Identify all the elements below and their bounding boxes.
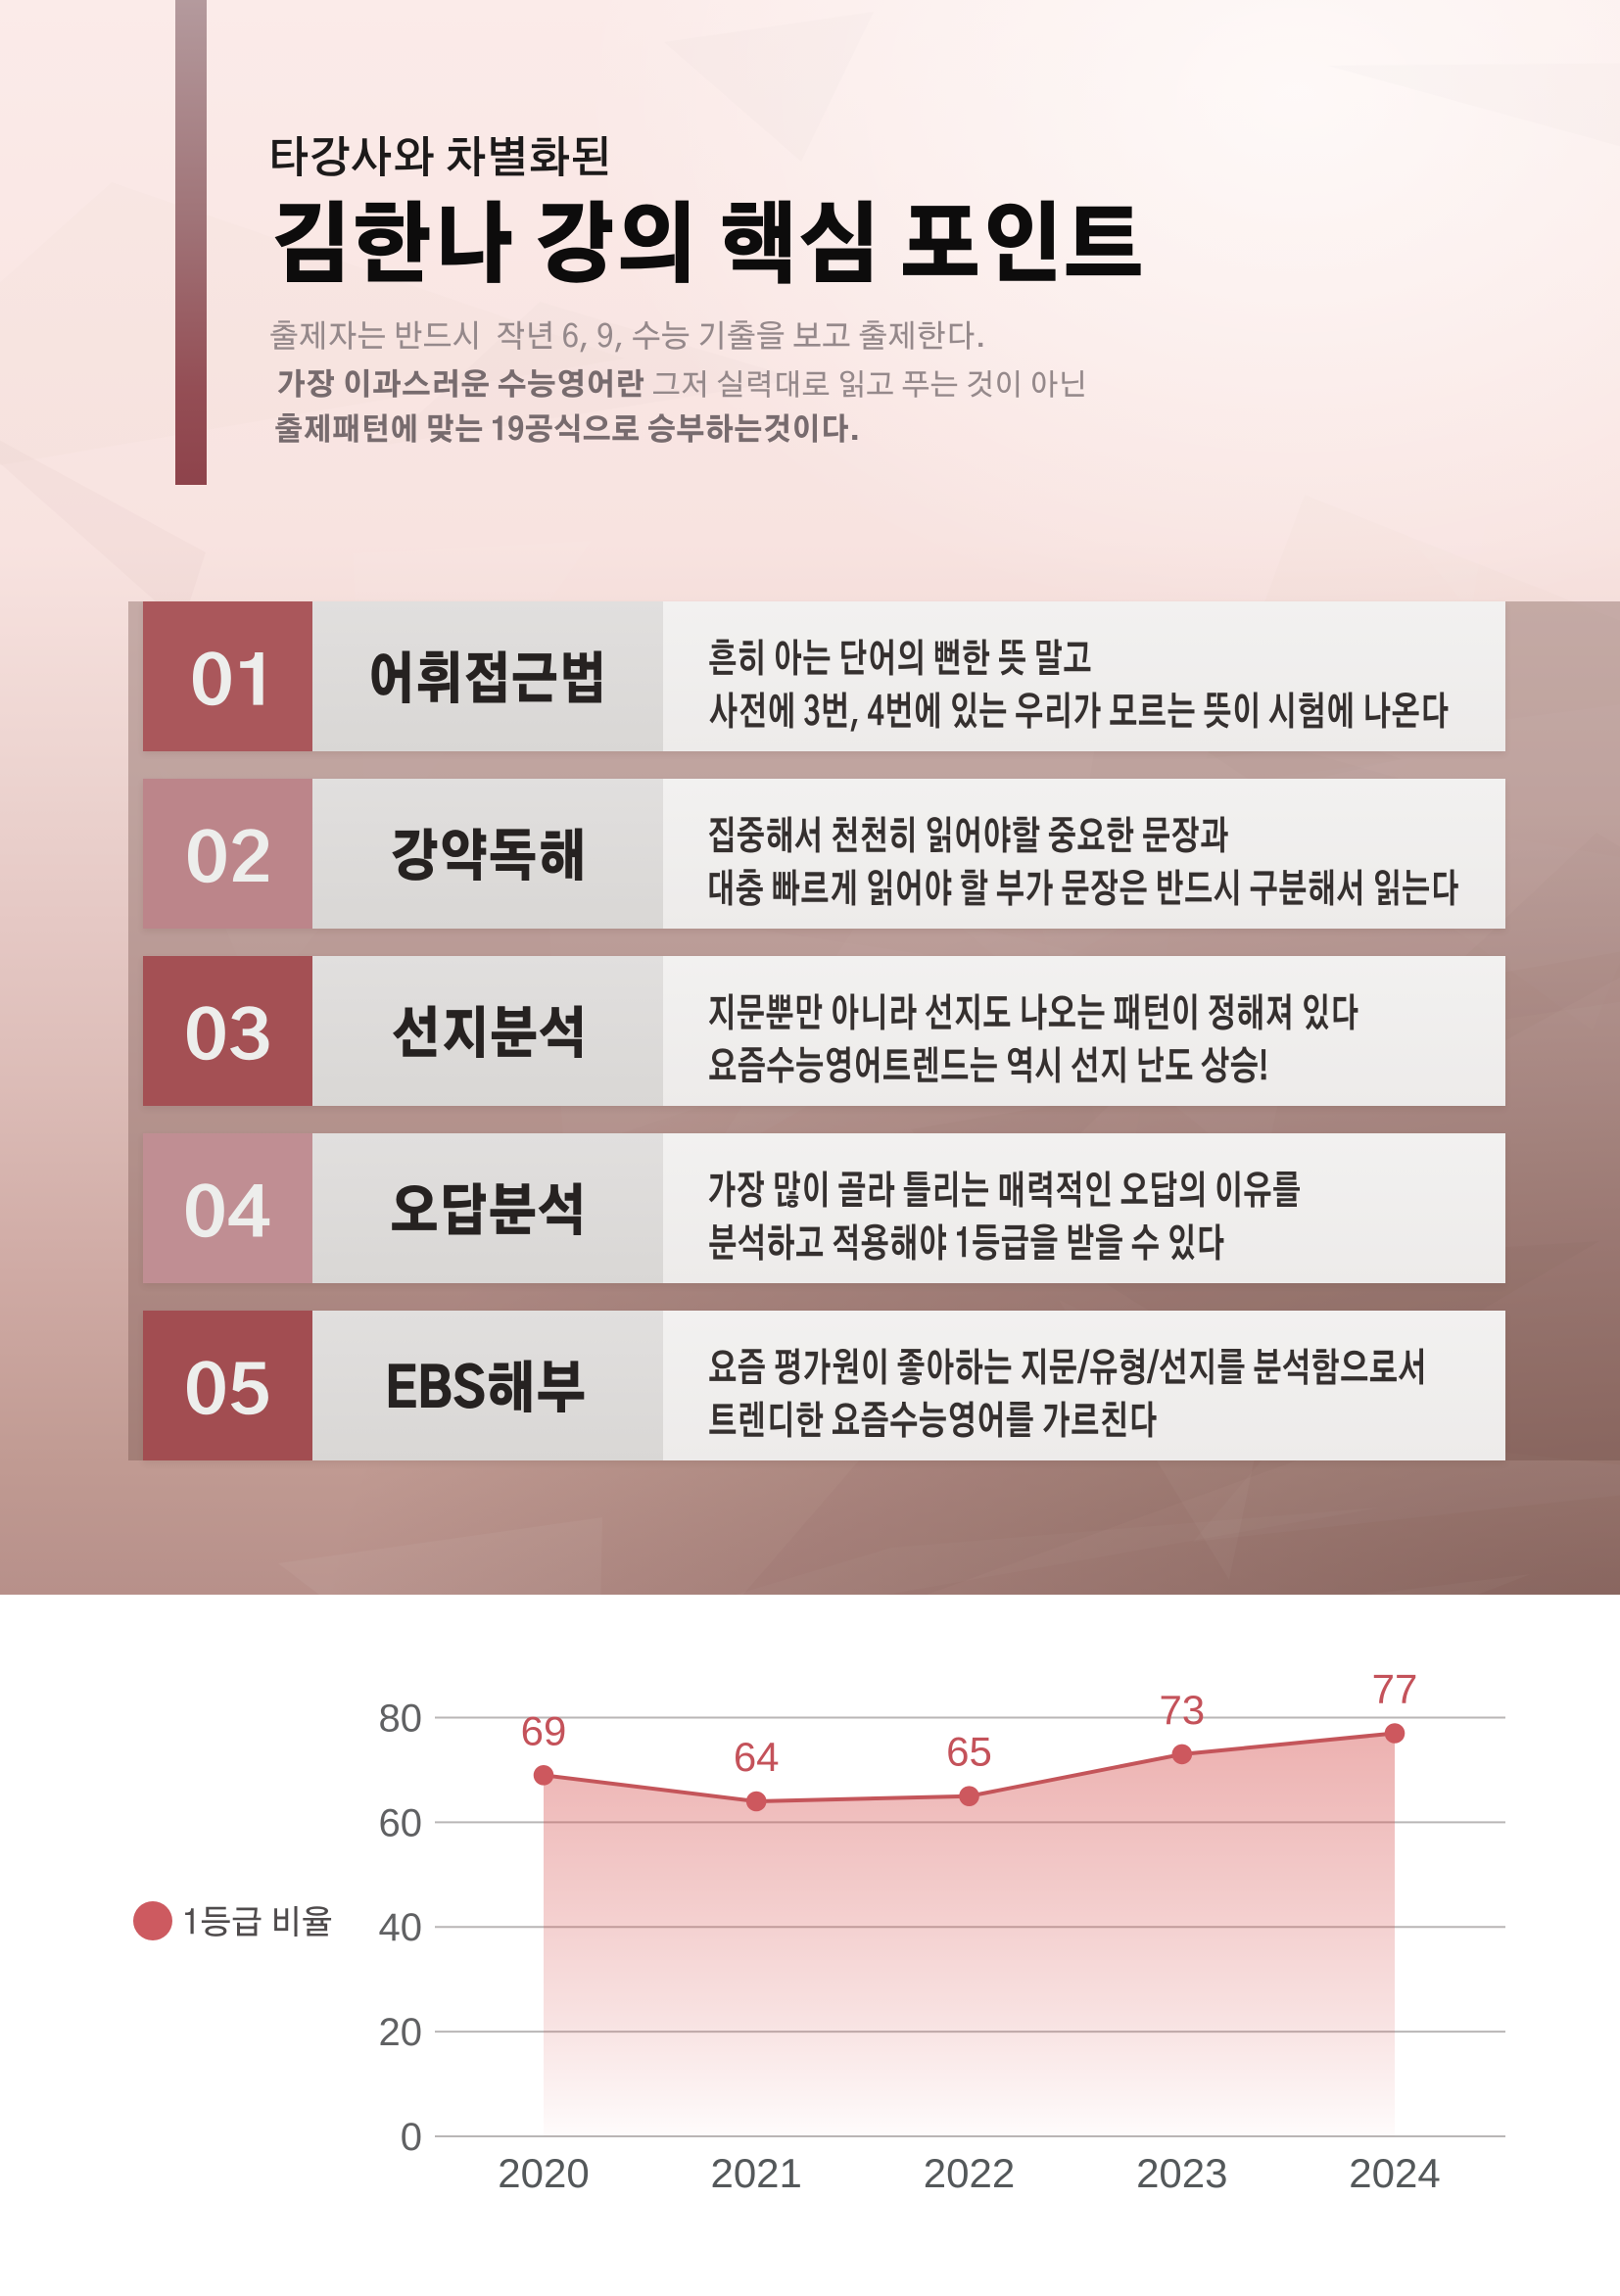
svg-text:73: 73	[1159, 1687, 1205, 1733]
svg-text:40: 40	[379, 1906, 423, 1949]
svg-text:2023: 2023	[1136, 2150, 1227, 2196]
svg-text:0: 0	[401, 2116, 422, 2159]
svg-text:2020: 2020	[498, 2150, 589, 2196]
svg-text:64: 64	[734, 1734, 780, 1780]
svg-text:60: 60	[379, 1801, 423, 1844]
svg-text:2024: 2024	[1349, 2150, 1440, 2196]
svg-text:77: 77	[1372, 1666, 1418, 1712]
svg-text:20: 20	[379, 2011, 423, 2054]
svg-text:2021: 2021	[710, 2150, 801, 2196]
svg-text:80: 80	[379, 1698, 423, 1741]
svg-text:2022: 2022	[924, 2150, 1015, 2196]
svg-text:69: 69	[521, 1707, 567, 1753]
svg-text:65: 65	[946, 1729, 992, 1775]
